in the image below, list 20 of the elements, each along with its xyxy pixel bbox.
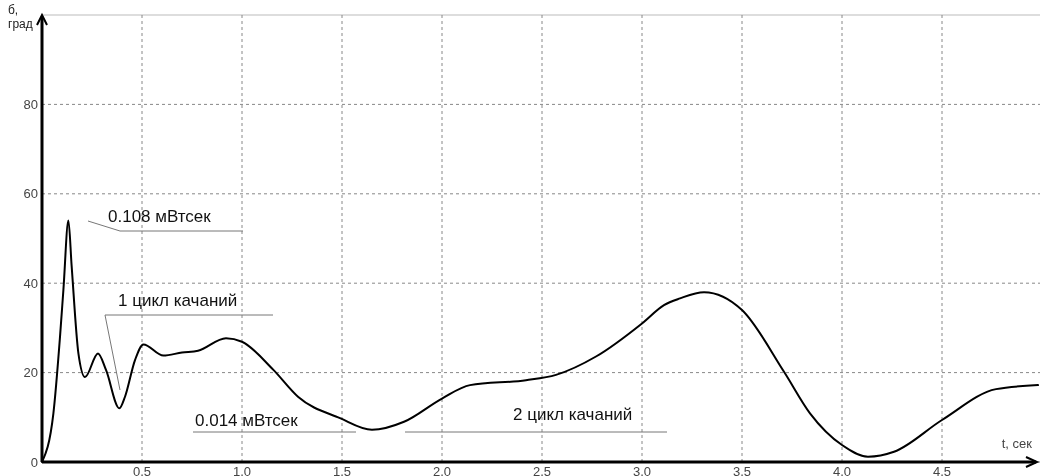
y-tick-label: 80 [23, 96, 38, 112]
y-axis-title: б, град [8, 3, 33, 31]
x-tick-label: 1.5 [332, 464, 352, 476]
y-tick-label: 60 [23, 186, 38, 202]
x-tick-label: 2.0 [432, 464, 452, 476]
x-tick-label: 1.0 [232, 464, 252, 476]
y-tick-label: 20 [23, 365, 38, 381]
x-axis-title: t, сек [1001, 436, 1033, 451]
x-tick-label: 3.0 [632, 464, 652, 476]
x-tick-label: 4.5 [932, 464, 952, 476]
annotation: 1 цикл качаний [118, 291, 238, 310]
annotation: 2 цикл качаний [513, 405, 633, 424]
y-tick-label: 0 [30, 454, 38, 470]
x-tick-label: 0.5 [132, 464, 152, 476]
x-tick-label: 3.5 [732, 464, 752, 476]
x-tick-label: 2.5 [532, 464, 552, 476]
annotation: 0.108 мВтсек [108, 207, 212, 226]
x-tick-label: 4.0 [832, 464, 852, 476]
annotation: 0.014 мВтсек [195, 411, 299, 430]
y-tick-label: 40 [23, 275, 38, 291]
